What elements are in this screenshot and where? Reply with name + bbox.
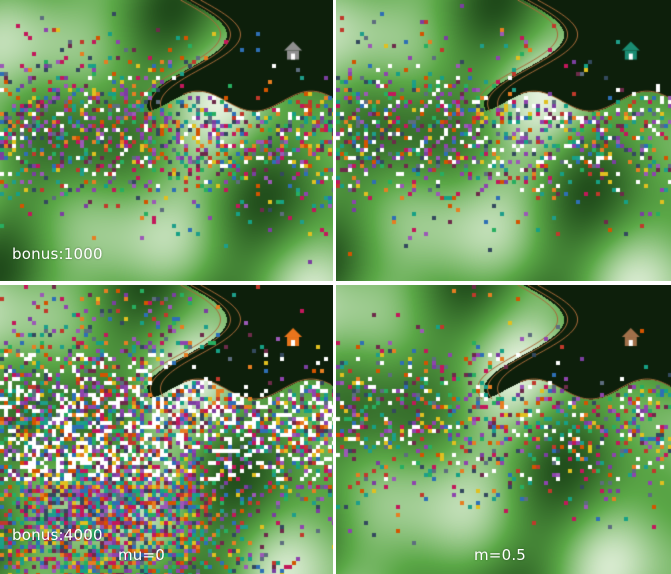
simulation-panel-m-0-5: m=0.5	[336, 285, 671, 574]
simulation-panel-bonus-4000: bonus:4000 mu=0	[0, 285, 333, 574]
terrain-map	[336, 0, 671, 281]
terrain-map	[0, 0, 333, 281]
panel-label: bonus:1000	[12, 245, 103, 263]
terrain-map	[336, 285, 671, 574]
panel-sublabel-m: m=0.5	[474, 546, 527, 564]
simulation-panel-bonus-1000: bonus:1000	[0, 0, 333, 281]
panel-label: bonus:4000	[12, 526, 103, 544]
simulation-panel-top-right	[336, 0, 671, 281]
terrain-map	[0, 285, 333, 574]
panel-sublabel-mu: mu=0	[118, 546, 166, 564]
